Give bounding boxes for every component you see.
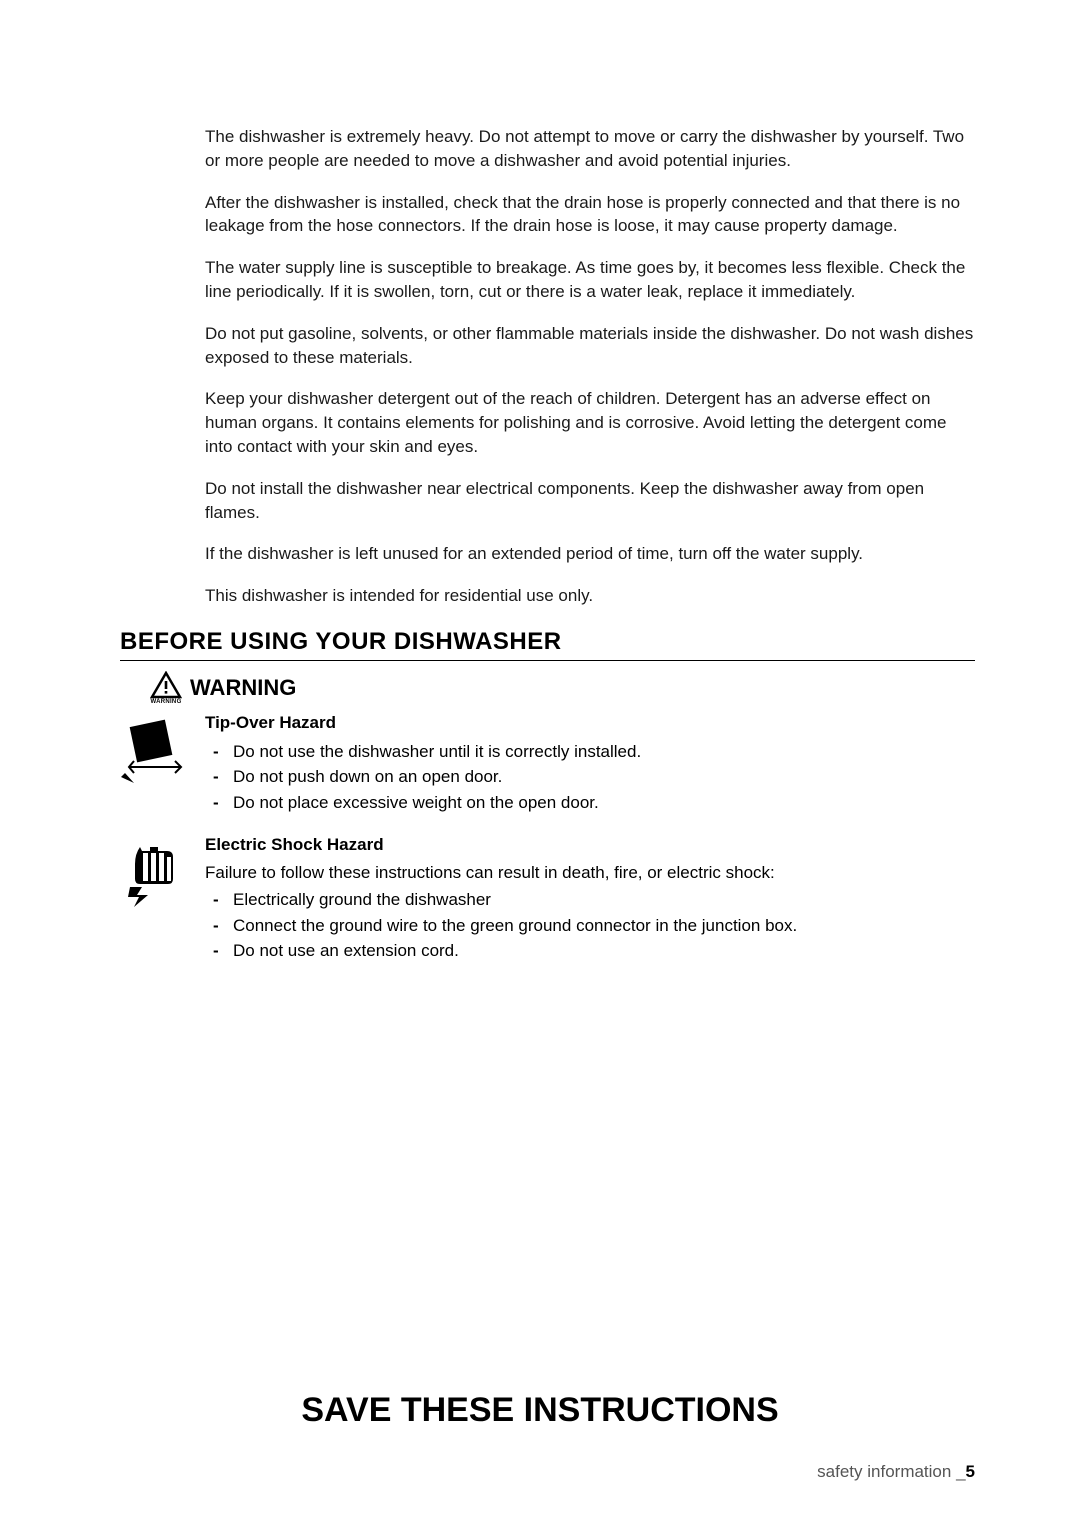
warning-text: WARNING [190,675,296,701]
intro-para: After the dishwasher is installed, check… [205,191,975,239]
footer-text: safety information _ [817,1462,965,1481]
hazard-title: Tip-Over Hazard [205,713,975,733]
tip-over-icon [120,717,190,787]
intro-para: The dishwasher is extremely heavy. Do no… [205,125,975,173]
hazard-list-item: Electrically ground the dishwasher [205,887,975,913]
footer-page: 5 [966,1462,975,1481]
hazard-content: Tip-Over Hazard Do not use the dishwashe… [205,713,975,816]
intro-para: The water supply line is susceptible to … [205,256,975,304]
hazard-list-item: Do not push down on an open door. [205,764,975,790]
hazard-icon-col [120,713,205,816]
intro-para: This dishwasher is intended for resident… [205,584,975,608]
warning-icon-wrap: WARNING [150,671,182,705]
warning-row: WARNING WARNING [150,671,975,705]
hazard-block-tipover: Tip-Over Hazard Do not use the dishwashe… [120,713,975,816]
footer: safety information _5 [817,1462,975,1482]
warning-icon-label: WARNING [150,699,181,705]
save-instructions-title: SAVE THESE INSTRUCTIONS [0,1391,1080,1430]
hazard-list: Electrically ground the dishwasher Conne… [205,887,975,964]
intro-section: The dishwasher is extremely heavy. Do no… [205,125,975,608]
intro-para: Keep your dishwasher detergent out of th… [205,387,975,458]
warning-triangle-icon [150,671,182,699]
intro-para: If the dishwasher is left unused for an … [205,542,975,566]
hazard-content: Electric Shock Hazard Failure to follow … [205,835,975,963]
intro-para: Do not put gasoline, solvents, or other … [205,322,975,370]
section-heading: BEFORE USING YOUR DISHWASHER [120,628,975,661]
hazard-title: Electric Shock Hazard [205,835,975,855]
hazard-block-electric: Electric Shock Hazard Failure to follow … [120,835,975,963]
hazard-list-item: Connect the ground wire to the green gro… [205,913,975,939]
electric-shock-icon [120,839,190,909]
hazard-list-item: Do not place excessive weight on the ope… [205,790,975,816]
hazard-list-item: Do not use an extension cord. [205,938,975,964]
hazard-intro: Failure to follow these instructions can… [205,861,975,885]
hazard-icon-col [120,835,205,963]
hazard-list: Do not use the dishwasher until it is co… [205,739,975,816]
hazard-list-item: Do not use the dishwasher until it is co… [205,739,975,765]
intro-para: Do not install the dishwasher near elect… [205,477,975,525]
